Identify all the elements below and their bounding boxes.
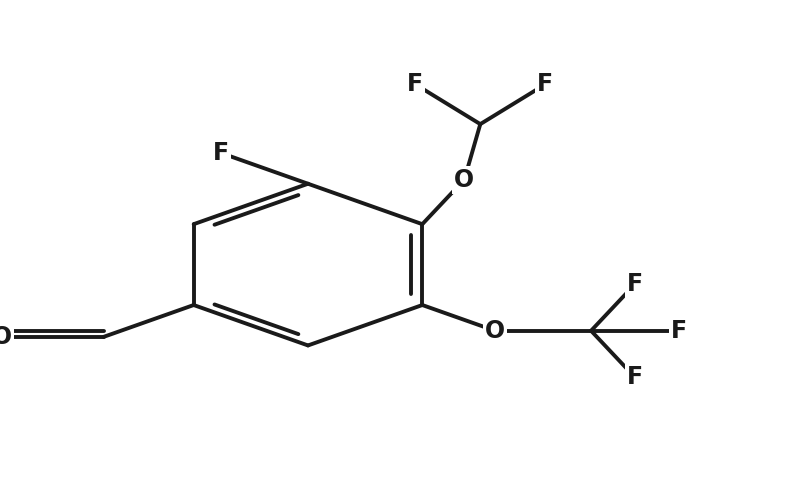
Text: F: F	[407, 73, 423, 96]
Text: F: F	[627, 272, 643, 296]
Text: F: F	[671, 319, 687, 343]
Text: O: O	[0, 325, 12, 349]
Text: O: O	[485, 319, 505, 343]
Text: F: F	[214, 141, 230, 165]
Text: F: F	[538, 73, 554, 96]
Text: O: O	[454, 168, 474, 192]
Text: F: F	[627, 366, 643, 390]
